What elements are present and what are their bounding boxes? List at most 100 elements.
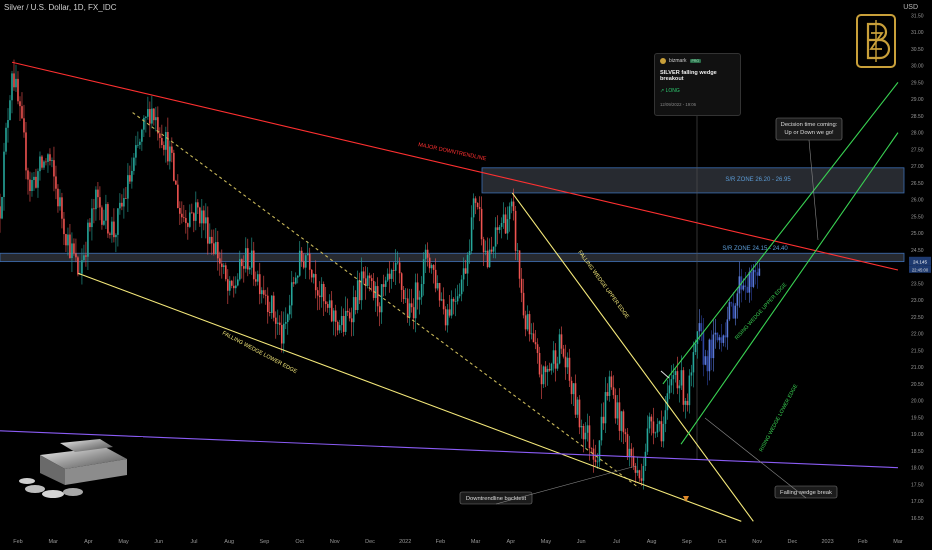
candle-body [238, 259, 241, 280]
author-avatar [660, 58, 666, 64]
candle-body [686, 400, 689, 406]
candle-body [246, 248, 249, 270]
candle-body [600, 416, 603, 441]
pin-marker-icon [660, 370, 670, 379]
label-sr-zone-lower: S/R ZONE 24.15 - 24.40 [722, 246, 788, 252]
candle-body [201, 210, 203, 224]
idea-date: 12/09/2022 - 19:06 [660, 102, 697, 107]
candle-body [522, 292, 525, 316]
y-tick-label: 21.00 [911, 365, 924, 371]
candle-body [552, 350, 555, 364]
candle-body [135, 145, 137, 158]
candle-body [322, 283, 325, 302]
candle-body [115, 234, 117, 238]
y-tick-label: 29.00 [911, 97, 924, 103]
candle-body [211, 236, 213, 244]
x-tick-label: 2023 [821, 539, 833, 545]
candle-body [748, 271, 751, 293]
candle-body [456, 296, 459, 302]
candle-body [670, 379, 673, 386]
candle-body [484, 250, 487, 253]
candle-body [191, 212, 193, 214]
arrow-up-icon: ↗ [660, 88, 665, 94]
candle-body [266, 295, 269, 313]
candle-body [3, 151, 5, 198]
y-tick-label: 23.50 [911, 281, 924, 287]
trendline-0 [11, 61, 899, 271]
candle-body [642, 465, 645, 481]
candle-body [482, 239, 485, 253]
candle-body [236, 279, 239, 286]
candle-body [97, 189, 99, 198]
candle-body [520, 278, 523, 293]
pro-badge: PRO [689, 59, 702, 63]
candle-body [416, 282, 419, 300]
candle-body [107, 204, 109, 234]
candle-body [514, 210, 517, 251]
candle-body [334, 310, 337, 322]
candle-body [468, 251, 471, 256]
y-tick-label: 16.50 [911, 516, 924, 522]
candle-body [388, 273, 391, 279]
candle-body [504, 214, 507, 234]
candle-body [594, 459, 597, 462]
candle-body [55, 176, 57, 189]
candle-body [19, 101, 21, 107]
candle-body [21, 106, 23, 119]
candle-body [470, 217, 473, 252]
candle-body [668, 385, 671, 394]
idea-card[interactable]: bizmark PRO SILVER falling wedge breakou… [654, 53, 741, 116]
candle-body [568, 357, 571, 381]
candle-body [652, 421, 655, 434]
candle-body [81, 260, 83, 274]
candle-body [229, 280, 231, 291]
candle-body [474, 198, 477, 203]
x-tick-label: Jun [154, 539, 163, 545]
candle-body [610, 376, 613, 388]
candle-body [730, 302, 733, 304]
candle-body [452, 298, 455, 302]
candle-body [215, 242, 217, 254]
candle-body [426, 249, 429, 258]
candle-body [632, 455, 635, 466]
candle-body [163, 145, 165, 150]
candle-body [213, 243, 215, 254]
candle-body [316, 290, 319, 296]
candle-body [364, 278, 367, 286]
candle-body [225, 265, 227, 280]
trendline-6 [0, 430, 898, 469]
label-rising-upper-edge: RISING WEDGE UPPER EDGE [734, 282, 789, 342]
y-tick-label: 28.50 [911, 114, 924, 120]
direction-label: LONG [665, 88, 680, 94]
candle-body [125, 198, 127, 199]
candle-body [556, 363, 559, 369]
candle-body [570, 380, 573, 395]
candle-body [510, 201, 513, 207]
candle-body [378, 306, 381, 313]
candle-body [185, 218, 187, 224]
candle-body [728, 302, 731, 320]
candle-body [13, 73, 15, 88]
candle-body [602, 416, 605, 424]
candle-body [752, 269, 755, 287]
x-tick-label: Feb [436, 539, 445, 545]
candle-body [536, 344, 539, 353]
y-tick-label: 19.50 [911, 415, 924, 421]
candle-body [386, 273, 389, 281]
last-price-tag [909, 256, 931, 266]
candle-body [161, 137, 163, 146]
candle-body [63, 218, 65, 235]
y-tick-label: 17.50 [911, 482, 924, 488]
candle-body [480, 208, 483, 240]
candle-body [197, 202, 199, 208]
x-tick-label: Jul [613, 539, 620, 545]
candle-body [414, 282, 417, 319]
candle-body [113, 221, 115, 238]
candle-body [662, 423, 665, 442]
candle-body [17, 78, 19, 102]
candle-body [392, 269, 395, 271]
candle-body [292, 282, 295, 284]
candle-body [25, 132, 27, 171]
candle-body [450, 298, 453, 316]
